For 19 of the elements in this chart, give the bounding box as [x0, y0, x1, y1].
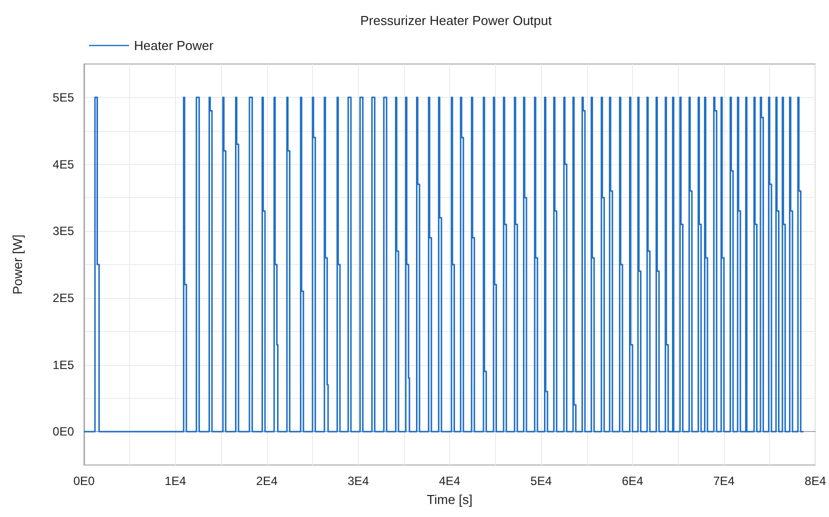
y-axis-title: Power [W]	[10, 234, 25, 294]
x-axis-title: Time [s]	[426, 492, 473, 507]
y-tick-label: 0E0	[52, 424, 74, 439]
y-tick-label: 2E5	[52, 290, 74, 305]
x-tick-label: 7E4	[713, 474, 735, 488]
y-tick-label: 1E5	[52, 358, 74, 372]
x-tick-label: 2E4	[256, 474, 278, 488]
y-tick-label: 4E5	[52, 157, 74, 172]
x-tick-label: 8E4	[804, 474, 826, 488]
x-tick-label: 6E4	[622, 474, 644, 488]
y-tick-label: 3E5	[52, 224, 74, 238]
x-tick-label: 1E4	[164, 474, 186, 488]
x-tick-label: 5E4	[530, 474, 552, 488]
chart-title: Pressurizer Heater Power Output	[360, 13, 552, 28]
legend-label: Heater Power	[134, 38, 214, 53]
x-tick-label: 3E4	[348, 474, 370, 488]
x-tick-label: 4E4	[438, 474, 461, 488]
y-tick-label: 5E5	[52, 90, 74, 104]
x-tick-label: 0E0	[73, 474, 95, 488]
